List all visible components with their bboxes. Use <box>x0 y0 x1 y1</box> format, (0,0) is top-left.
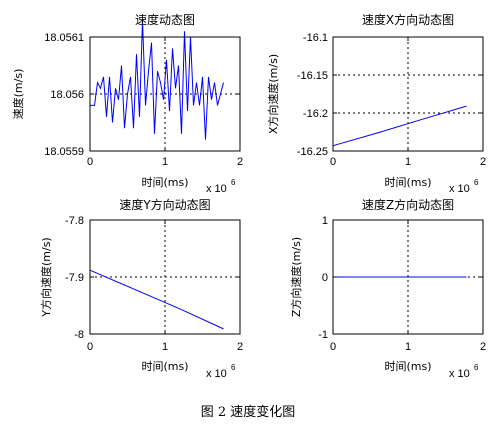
x-exponent-label: 6 <box>231 363 236 372</box>
x-tick-label: 1 <box>162 341 168 353</box>
series-line <box>90 19 224 140</box>
x-tick-label: 0 <box>87 156 93 168</box>
x-tick-label: 0 <box>330 156 336 168</box>
y-tick-label: -16.25 <box>297 146 328 158</box>
chart-title: 速度Z方向动态图 <box>362 197 454 212</box>
y-axis-label: X方向速度(m/s) <box>266 54 280 134</box>
y-tick-label: -16.1 <box>303 32 328 44</box>
x-exponent-label: 6 <box>474 178 479 187</box>
y-tick-label: -8 <box>74 329 84 341</box>
x-multiplier-label: x 10 <box>449 368 470 380</box>
chart-title: 速度X方向动态图 <box>362 12 454 27</box>
x-tick-label: 2 <box>480 341 486 353</box>
x-tick-label: 1 <box>405 341 411 353</box>
chart-title: 速度Y方向动态图 <box>119 197 210 212</box>
figure-caption: 图 2 速度变化图 <box>201 404 296 420</box>
series-line <box>89 269 224 330</box>
y-tick-label: -16.2 <box>303 108 328 120</box>
x-multiplier-label: x 10 <box>206 183 227 195</box>
x-axis-label: 时间(ms) <box>141 360 188 373</box>
x-tick-label: 2 <box>237 341 243 353</box>
x-exponent-label: 6 <box>231 178 236 187</box>
x-axis-label: 时间(ms) <box>384 360 431 373</box>
y-tick-label: 18.0559 <box>44 146 84 158</box>
x-tick-label: 2 <box>237 156 243 168</box>
x-multiplier-label: x 10 <box>449 183 470 195</box>
y-tick-label: -16.15 <box>297 70 328 82</box>
x-tick-label: 0 <box>87 341 93 353</box>
x-multiplier-label: x 10 <box>206 368 227 380</box>
y-axis-label: Y方向速度(m/s) <box>39 237 53 317</box>
x-axis-label: 时间(ms) <box>384 176 431 189</box>
y-tick-label: -7.8 <box>65 215 84 227</box>
x-tick-label: 1 <box>162 156 168 168</box>
y-tick-label: -1 <box>318 329 328 341</box>
chart-title: 速度动态图 <box>135 12 195 27</box>
x-axis-label: 时间(ms) <box>141 176 188 189</box>
y-tick-label: -7.9 <box>65 272 84 284</box>
y-tick-label: 1 <box>322 215 328 227</box>
y-tick-label: 0 <box>322 272 328 284</box>
series-line <box>332 105 467 147</box>
x-tick-label: 2 <box>480 156 486 168</box>
y-tick-label: 18.056 <box>50 89 84 101</box>
x-exponent-label: 6 <box>474 363 479 372</box>
y-tick-label: 18.0561 <box>44 32 84 44</box>
y-axis-label: 速度(m/s) <box>11 69 25 120</box>
y-axis-label: Z方向速度(m/s) <box>289 237 303 317</box>
x-tick-label: 0 <box>330 341 336 353</box>
x-tick-label: 1 <box>405 156 411 168</box>
